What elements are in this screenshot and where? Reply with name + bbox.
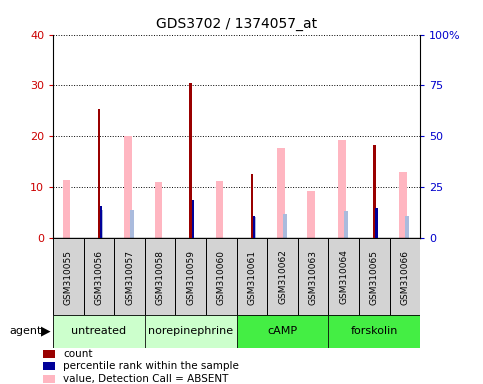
Bar bbox=[344, 210, 348, 238]
Text: GSM310061: GSM310061 bbox=[247, 250, 256, 305]
Text: cAMP: cAMP bbox=[268, 326, 298, 336]
Bar bbox=[253, 217, 256, 238]
Text: GSM310064: GSM310064 bbox=[339, 250, 348, 305]
Bar bbox=[43, 350, 55, 358]
Bar bbox=[53, 315, 145, 348]
Bar bbox=[237, 315, 328, 348]
Text: GSM310059: GSM310059 bbox=[186, 250, 195, 305]
Text: GSM310060: GSM310060 bbox=[217, 250, 226, 305]
Bar bbox=[192, 200, 194, 238]
Title: GDS3702 / 1374057_at: GDS3702 / 1374057_at bbox=[156, 17, 317, 31]
Bar bbox=[283, 214, 287, 238]
Bar bbox=[63, 180, 71, 238]
Bar bbox=[98, 109, 100, 238]
Text: count: count bbox=[63, 349, 93, 359]
Bar bbox=[298, 238, 328, 315]
Bar bbox=[253, 216, 255, 238]
Text: norepinephrine: norepinephrine bbox=[148, 326, 233, 336]
Text: GSM310065: GSM310065 bbox=[370, 250, 379, 305]
Bar bbox=[399, 172, 407, 238]
Text: GSM310058: GSM310058 bbox=[156, 250, 165, 305]
Bar bbox=[130, 210, 134, 238]
Text: percentile rank within the sample: percentile rank within the sample bbox=[63, 361, 239, 371]
Bar bbox=[359, 238, 390, 315]
Bar bbox=[175, 238, 206, 315]
Bar bbox=[373, 146, 376, 238]
Bar bbox=[338, 141, 346, 238]
Bar bbox=[375, 207, 378, 238]
Bar bbox=[53, 238, 84, 315]
Text: GSM310066: GSM310066 bbox=[400, 250, 410, 305]
Text: GSM310062: GSM310062 bbox=[278, 250, 287, 305]
Bar bbox=[189, 83, 192, 238]
Bar bbox=[43, 375, 55, 383]
Bar bbox=[100, 205, 102, 238]
Text: value, Detection Call = ABSENT: value, Detection Call = ABSENT bbox=[63, 374, 228, 384]
Bar bbox=[124, 136, 131, 238]
Bar bbox=[114, 238, 145, 315]
Bar bbox=[43, 362, 55, 370]
Bar bbox=[251, 174, 254, 238]
Bar bbox=[267, 238, 298, 315]
Text: untreated: untreated bbox=[71, 326, 127, 336]
Bar bbox=[155, 182, 162, 238]
Text: GSM310063: GSM310063 bbox=[309, 250, 318, 305]
Bar bbox=[405, 216, 410, 238]
Text: GSM310056: GSM310056 bbox=[95, 250, 103, 305]
Text: agent: agent bbox=[10, 326, 42, 336]
Bar bbox=[145, 315, 237, 348]
Bar bbox=[99, 210, 103, 238]
Bar bbox=[308, 191, 315, 238]
Bar bbox=[216, 181, 223, 238]
Bar bbox=[237, 238, 267, 315]
Bar bbox=[145, 238, 175, 315]
Bar bbox=[206, 238, 237, 315]
Text: forskolin: forskolin bbox=[351, 326, 398, 336]
Bar bbox=[328, 315, 420, 348]
Bar bbox=[277, 147, 284, 238]
Bar bbox=[84, 238, 114, 315]
Bar bbox=[328, 238, 359, 315]
Text: GSM310057: GSM310057 bbox=[125, 250, 134, 305]
Text: GSM310055: GSM310055 bbox=[64, 250, 73, 305]
Bar bbox=[390, 238, 420, 315]
Text: ▶: ▶ bbox=[41, 325, 51, 338]
